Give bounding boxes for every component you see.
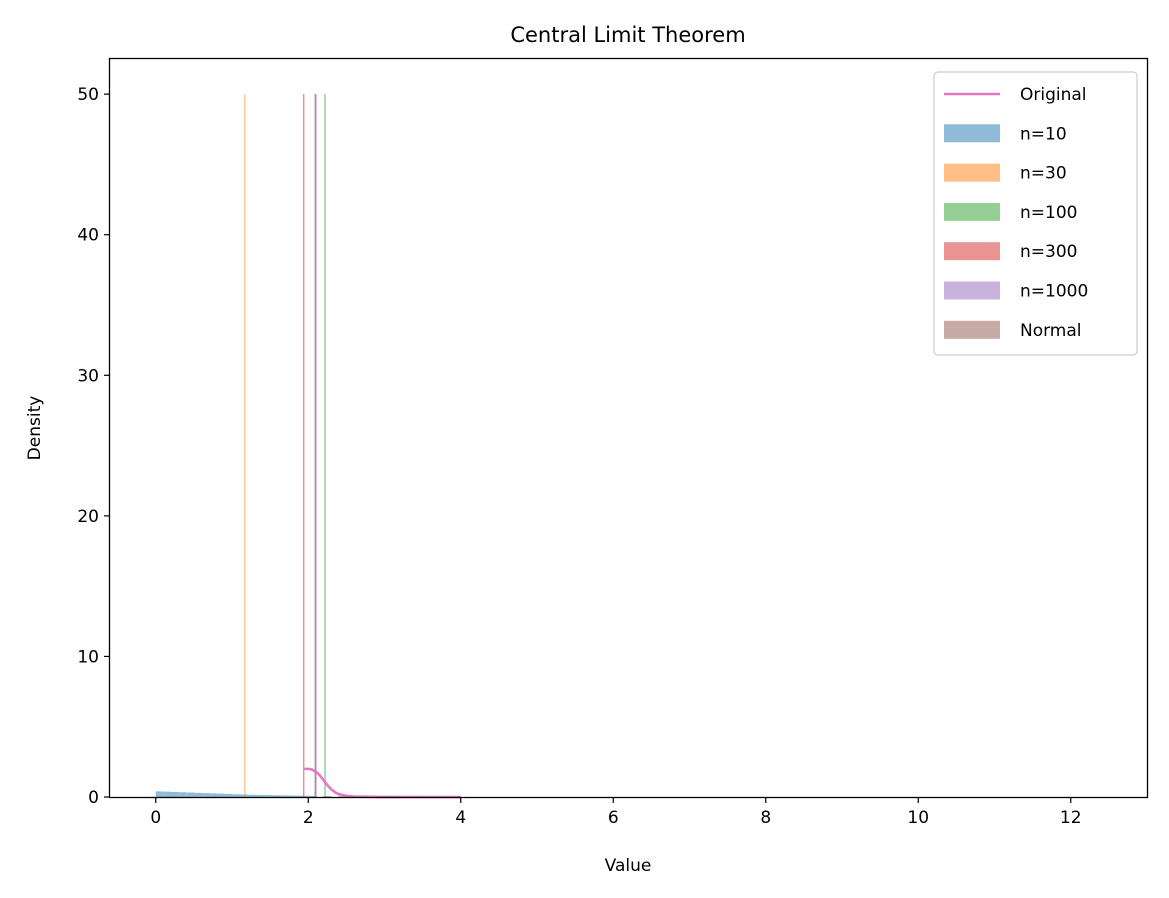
- legend-swatch: [944, 320, 1000, 339]
- series-n-300: [302, 94, 305, 797]
- legend-swatch: [944, 242, 1000, 261]
- y-tick-label: 0: [88, 788, 99, 808]
- x-tick-label: 6: [608, 808, 619, 828]
- legend-label: n=1000: [1020, 282, 1088, 302]
- legend-label: n=10: [1020, 124, 1067, 144]
- y-axis-label: Density: [25, 396, 45, 461]
- histogram-bar: [277, 795, 286, 797]
- histogram-bar: [302, 94, 305, 797]
- histogram-bar: [244, 94, 246, 797]
- histogram-bar: [308, 795, 316, 797]
- histogram-bar: [209, 793, 217, 797]
- series-n-100: [324, 94, 326, 797]
- histogram-bar: [178, 792, 187, 797]
- histogram-bar: [262, 795, 271, 797]
- y-tick-label: 40: [77, 226, 99, 246]
- histogram-bar: [254, 794, 263, 797]
- x-tick-label: 0: [150, 808, 161, 828]
- histogram-bar: [216, 793, 225, 797]
- y-tick-label: 20: [77, 507, 99, 527]
- histogram-bar: [285, 795, 293, 797]
- histogram-bar: [270, 795, 278, 797]
- legend-label: n=100: [1020, 203, 1077, 223]
- histogram-bar: [155, 791, 164, 797]
- x-tick-label: 4: [455, 808, 466, 828]
- histogram-bar: [239, 794, 248, 797]
- y-tick-label: 10: [77, 647, 99, 667]
- x-tick-label: 10: [907, 808, 929, 828]
- histogram-bar: [163, 791, 171, 797]
- legend-swatch: [944, 163, 1000, 182]
- x-tick-label: 2: [303, 808, 314, 828]
- legend-swatch: [944, 124, 1000, 143]
- histogram-bar: [315, 94, 317, 797]
- legend-label: n=30: [1020, 164, 1067, 184]
- legend-swatch: [944, 281, 1000, 300]
- x-axis: 0 2 4 6 8 10 12: [150, 797, 1082, 828]
- histogram-bar: [193, 792, 202, 797]
- histogram-bar: [201, 793, 210, 797]
- chart-title: Central Limit Theorem: [510, 23, 745, 47]
- x-tick-label: 8: [760, 808, 771, 828]
- histogram-bar: [338, 796, 347, 797]
- axes-frame: [108, 57, 1149, 799]
- histogram-bar: [171, 791, 179, 797]
- series-normal: [315, 94, 317, 797]
- histogram-bar: [247, 794, 255, 797]
- legend-swatch: [944, 202, 1000, 221]
- legend: Original n=10 n=30 n=100 n=300 n=1000 Normal: [933, 71, 1138, 356]
- y-axis: 0 10 20 30 40 50: [77, 85, 110, 808]
- y-tick-label: 30: [77, 366, 99, 386]
- legend-label: Normal: [1020, 321, 1082, 341]
- y-tick-label: 50: [77, 85, 99, 105]
- x-tick-label: 12: [1060, 808, 1082, 828]
- histogram-bar: [323, 796, 332, 797]
- histogram-bar: [232, 794, 240, 797]
- histogram-bar: [186, 792, 194, 797]
- histogram-bar: [293, 795, 301, 797]
- legend-label: n=300: [1020, 242, 1077, 262]
- series-n-30: [244, 94, 246, 797]
- x-axis-label: Value: [605, 856, 652, 876]
- legend-label: Original: [1020, 85, 1087, 105]
- histogram-bar: [224, 793, 232, 797]
- histogram-bar: [324, 94, 326, 797]
